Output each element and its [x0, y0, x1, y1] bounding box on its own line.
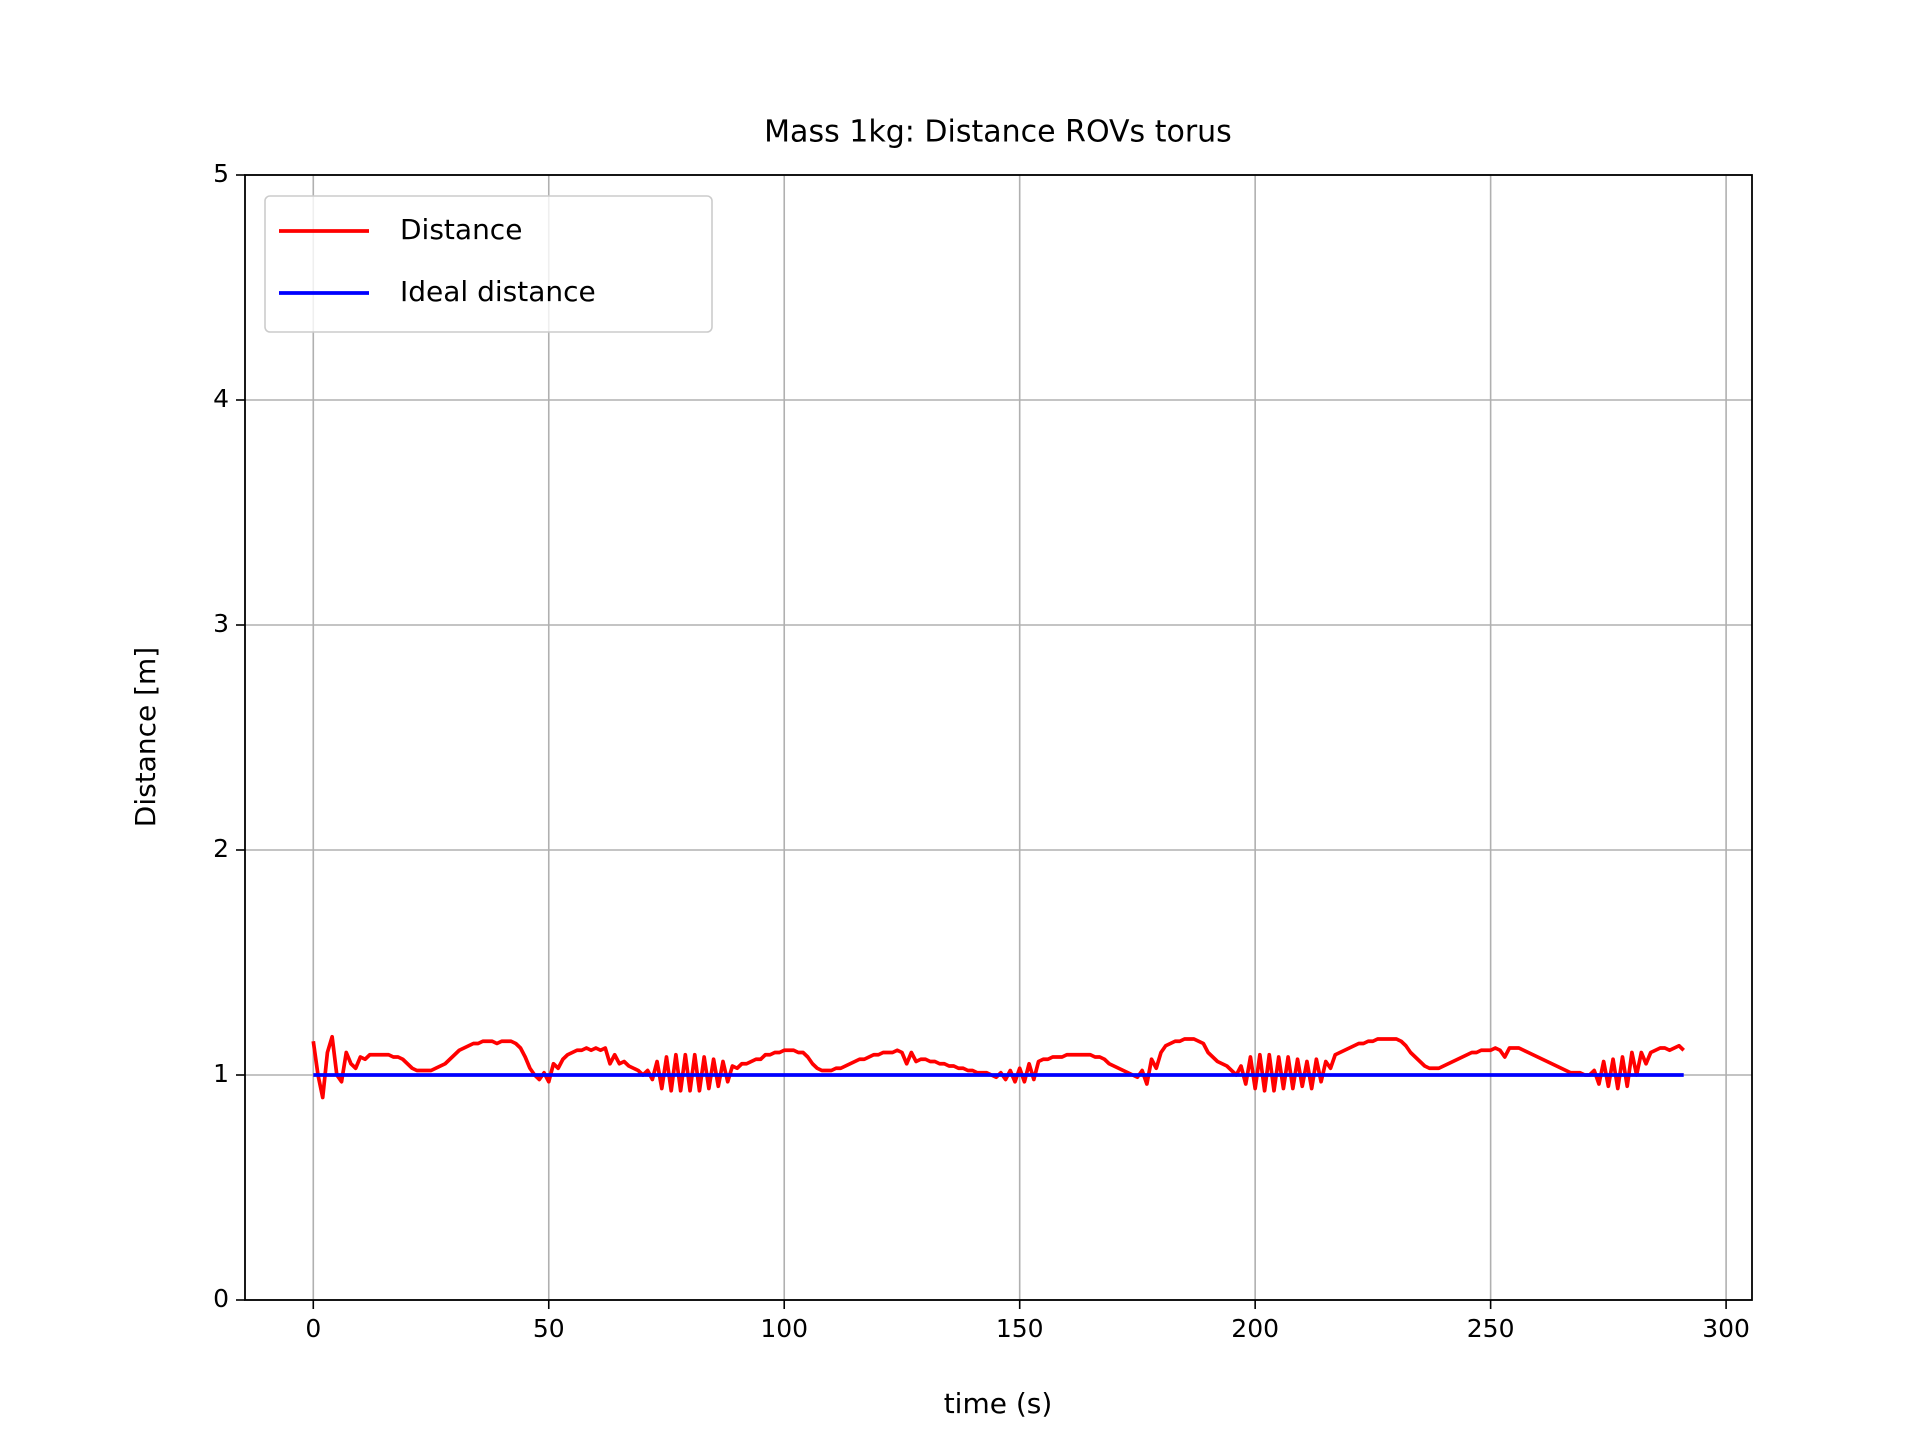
x-tick-label: 150 [996, 1314, 1044, 1343]
y-tick-label: 4 [213, 384, 229, 413]
data-line [311, 1034, 1685, 1100]
legend: Distance Ideal distance [264, 195, 713, 333]
y-tick-label: 1 [213, 1059, 229, 1088]
x-axis-label: time (s) [944, 1387, 1053, 1420]
y-tick-label: 0 [213, 1284, 229, 1313]
x-tick-label: 250 [1467, 1314, 1515, 1343]
legend-label: Ideal distance [400, 275, 596, 308]
legend-box [264, 195, 713, 333]
chart-title: Mass 1kg: Distance ROVs torus [764, 115, 1232, 150]
y-axis-label: Distance [m] [129, 647, 162, 827]
legend-label: Distance [400, 213, 522, 246]
x-tick-label: 200 [1231, 1314, 1279, 1343]
y-tick-label: 2 [213, 834, 229, 863]
y-tick-label: 3 [213, 609, 229, 638]
plot-frame [244, 174, 1753, 1301]
y-tick-label: 5 [213, 159, 229, 188]
x-tick-label: 300 [1702, 1314, 1750, 1343]
x-tick-label: 50 [533, 1314, 565, 1343]
grid [245, 174, 1752, 1301]
x-tick-label: 100 [760, 1314, 808, 1343]
x-tick-label: 0 [305, 1314, 321, 1343]
